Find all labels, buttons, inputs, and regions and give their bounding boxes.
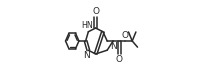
Text: HN: HN	[82, 21, 93, 30]
Text: O: O	[122, 31, 129, 40]
Text: N: N	[83, 51, 90, 60]
Text: O: O	[116, 55, 123, 64]
Text: O: O	[92, 7, 99, 16]
Text: N: N	[110, 42, 116, 51]
